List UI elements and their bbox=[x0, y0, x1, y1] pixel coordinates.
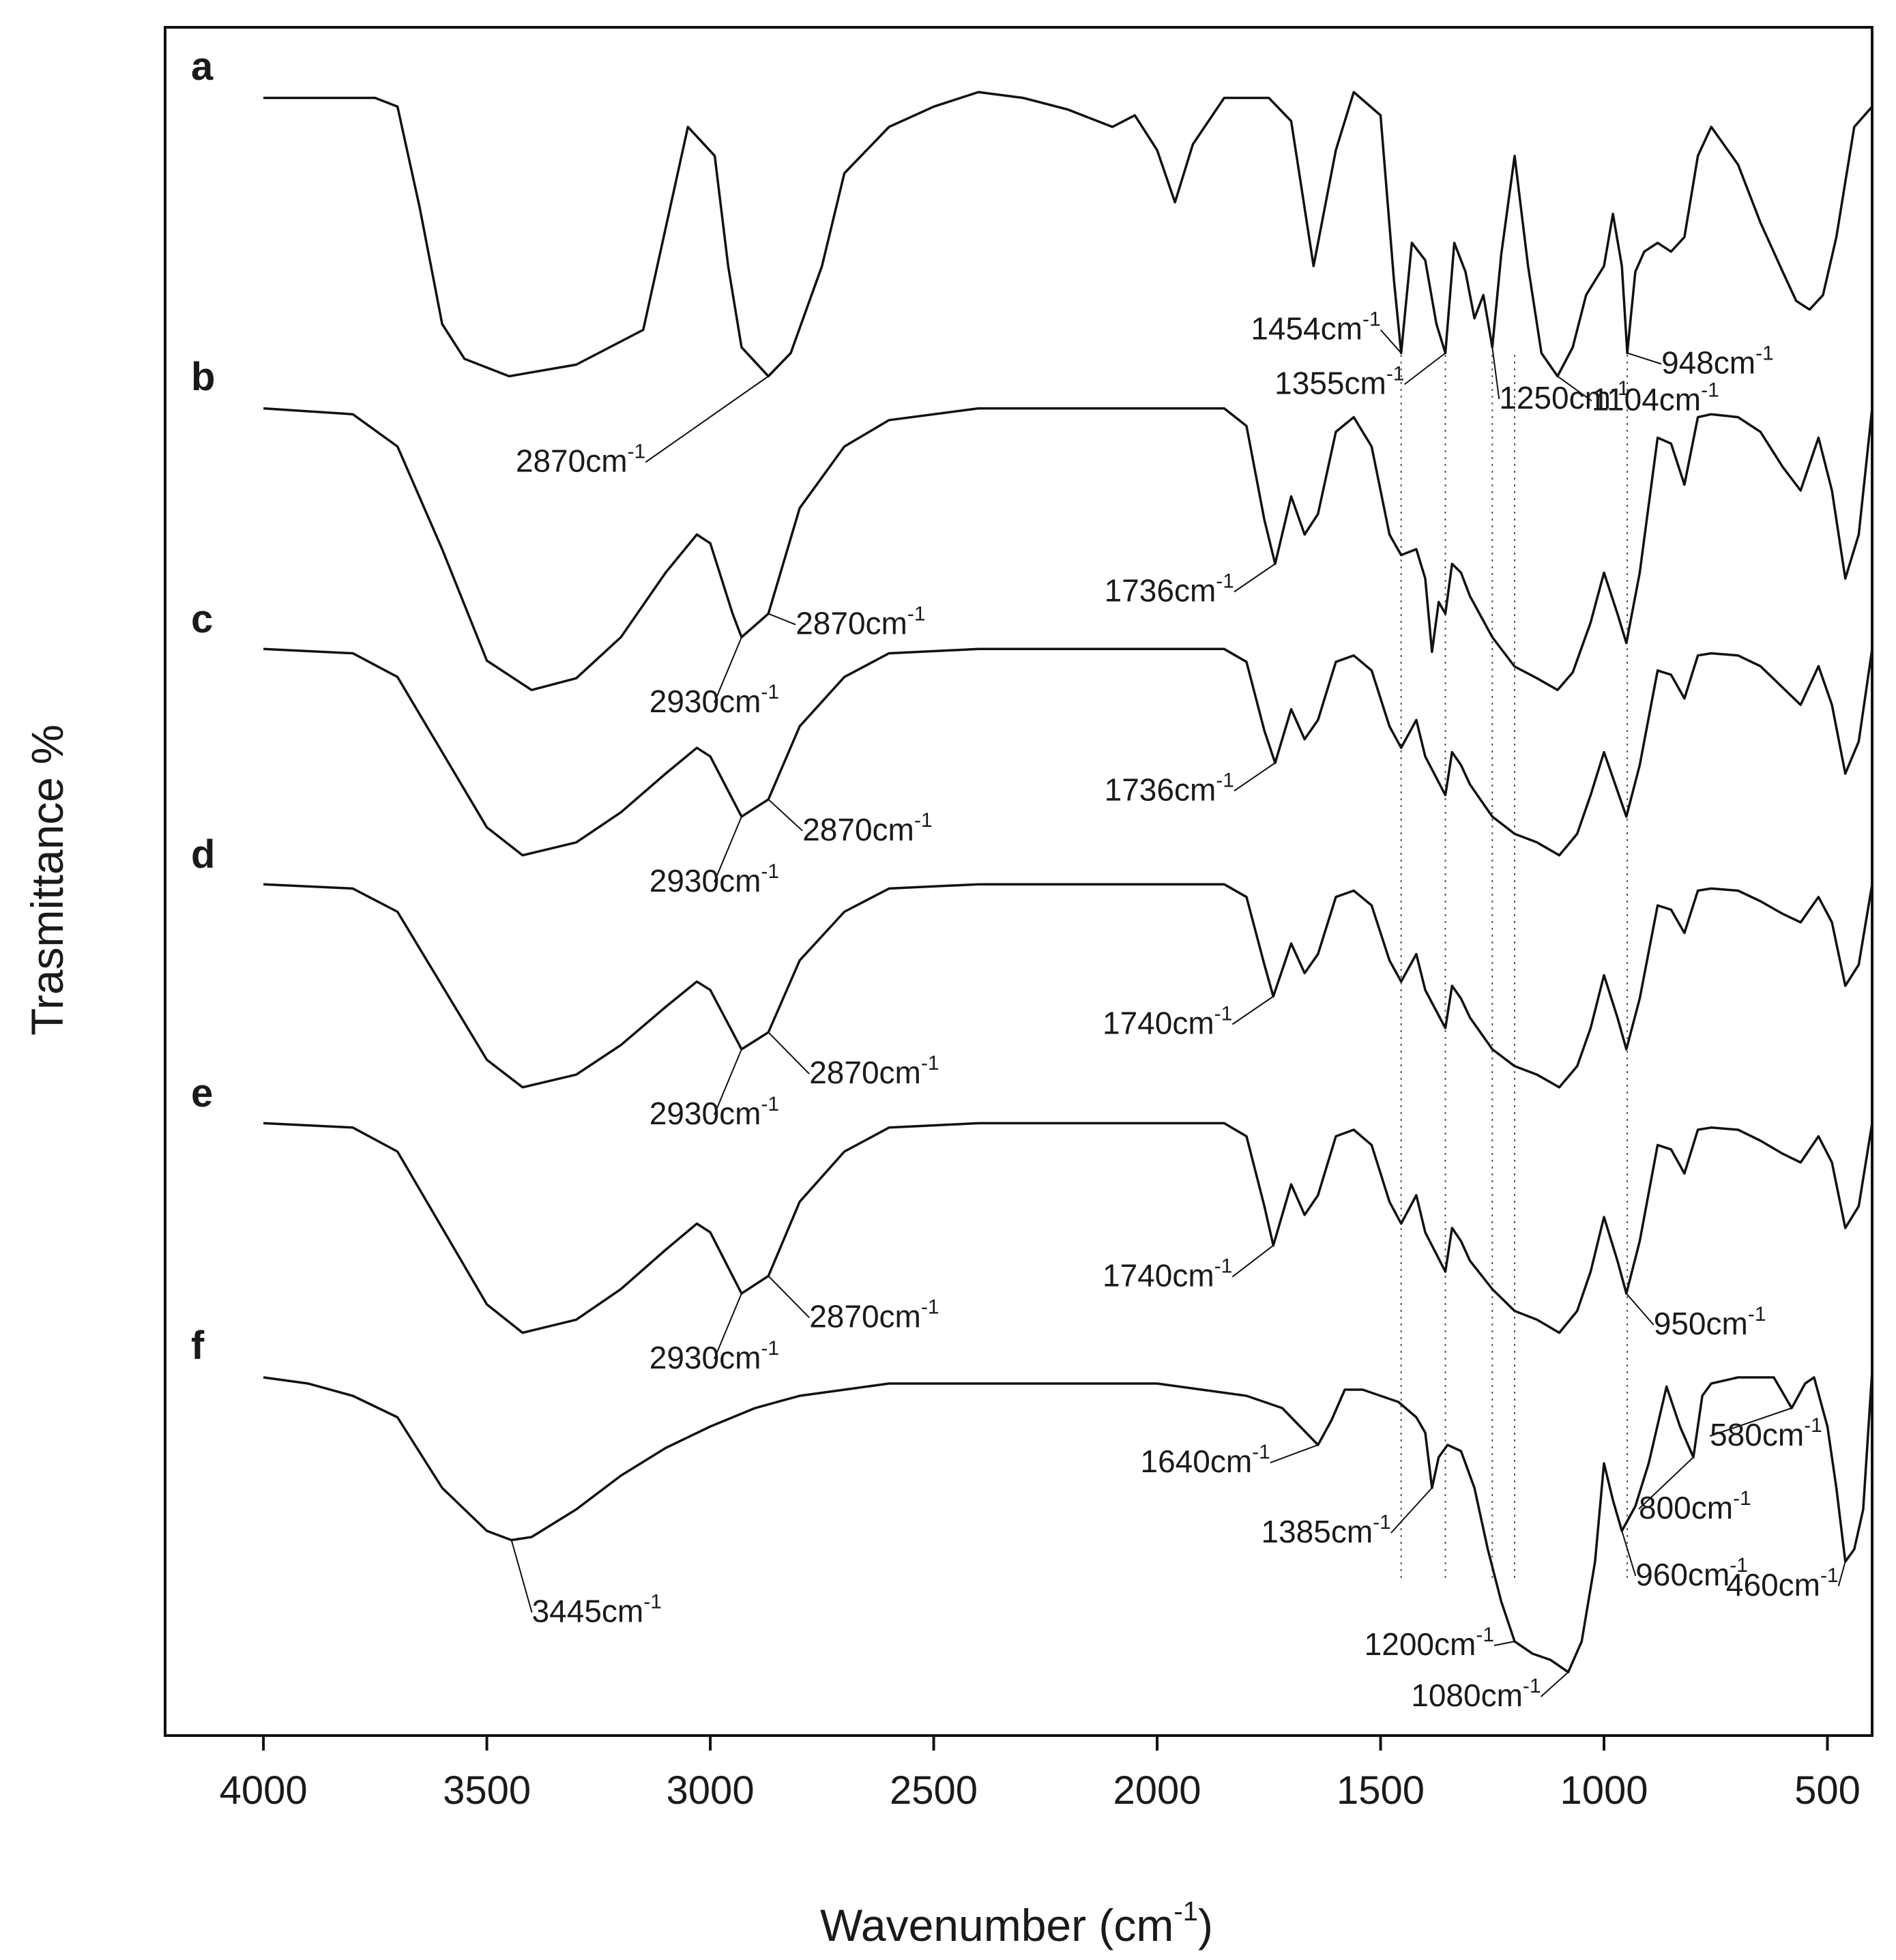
annotation-label: 3445cm-1 bbox=[532, 1591, 662, 1629]
annotation-label: 2930cm-1 bbox=[650, 1337, 779, 1375]
x-tick-label-3000: 3000 bbox=[667, 1768, 755, 1813]
annotation-leader bbox=[1709, 1407, 1792, 1437]
annotation-leader bbox=[1493, 1641, 1515, 1646]
annotation-label: 2870cm-1 bbox=[796, 603, 925, 641]
annotation-leader bbox=[1231, 995, 1274, 1025]
series-line-d bbox=[263, 883, 1873, 1089]
annotation-leader bbox=[1626, 1293, 1654, 1326]
x-tick-label-2000: 2000 bbox=[1113, 1768, 1201, 1813]
guide-lines bbox=[1400, 355, 1629, 1583]
annotation-leader bbox=[713, 637, 742, 703]
annotation-leader bbox=[1621, 1530, 1637, 1577]
x-axis-label-text: Wavenumber (cm bbox=[820, 1900, 1173, 1950]
annotation-label: 580cm-1 bbox=[1710, 1414, 1822, 1452]
series-label-b: b bbox=[191, 355, 215, 399]
annotation-leader bbox=[1234, 762, 1276, 792]
annotation-label: 2870cm-1 bbox=[802, 809, 932, 847]
annotation-leader bbox=[510, 1540, 533, 1613]
series-line-a bbox=[263, 91, 1873, 378]
series-label-c: c bbox=[191, 597, 213, 641]
series-line-c bbox=[263, 647, 1873, 857]
x-axis-label-close: ) bbox=[1198, 1900, 1213, 1950]
annotation-label: 948cm-1 bbox=[1661, 342, 1774, 381]
annotation-leader bbox=[1380, 329, 1402, 354]
annotation-label: 950cm-1 bbox=[1654, 1303, 1766, 1341]
annotation-leader bbox=[1390, 1487, 1433, 1534]
annotation-label: 2930cm-1 bbox=[650, 681, 779, 719]
series-line-e bbox=[263, 1122, 1873, 1334]
annotation-label: 1200cm-1 bbox=[1365, 1624, 1494, 1662]
annotation-label: 2930cm-1 bbox=[650, 1093, 779, 1131]
annotation-leader bbox=[768, 799, 803, 832]
x-tick-label-1000: 1000 bbox=[1560, 1768, 1648, 1813]
annotation-leader bbox=[1627, 352, 1662, 365]
annotation-label: 800cm-1 bbox=[1639, 1487, 1751, 1525]
annotation-label: 2930cm-1 bbox=[650, 860, 779, 898]
annotation-leader bbox=[1403, 352, 1446, 385]
annotation-leader bbox=[713, 1049, 742, 1115]
annotation-leader bbox=[713, 1293, 742, 1360]
series-label-e: e bbox=[191, 1071, 213, 1115]
series-line-f bbox=[263, 1371, 1873, 1673]
y-axis-label-text: Trasmittance % bbox=[22, 725, 72, 1036]
annotations: 2870cm-1 1454cm-1 1355cm-1 1250cm-11104cm-1… bbox=[510, 308, 1846, 1713]
annotation-label: 1736cm-1 bbox=[1105, 769, 1234, 807]
annotation-leader bbox=[768, 1032, 810, 1074]
series-line-b bbox=[263, 407, 1873, 692]
annotation-label: 460cm-1 bbox=[1726, 1564, 1839, 1603]
series-label-d: d bbox=[191, 832, 215, 877]
annotation-label: 1736cm-1 bbox=[1105, 570, 1234, 609]
series-label-a: a bbox=[191, 44, 214, 89]
annotation-leader bbox=[1231, 1244, 1274, 1278]
annotation-label: 960cm-1 bbox=[1635, 1554, 1748, 1592]
annotation-leader bbox=[768, 613, 796, 626]
annotation-label: 2870cm-1 bbox=[516, 441, 645, 479]
annotation-leader bbox=[1638, 1457, 1694, 1510]
x-axis-label-sup: -1 bbox=[1173, 1897, 1198, 1927]
x-axis-label: Wavenumber (cm-1) bbox=[820, 1897, 1213, 1950]
annotation-label: 2870cm-1 bbox=[809, 1052, 939, 1090]
annotation-label: 1250cm-1 bbox=[1499, 377, 1629, 415]
annotation-leader bbox=[1540, 1671, 1569, 1697]
x-tick-label-1500: 1500 bbox=[1337, 1768, 1425, 1813]
x-tick-label-4000: 4000 bbox=[220, 1768, 308, 1813]
x-tick-label-3500: 3500 bbox=[443, 1768, 531, 1813]
series-label-f: f bbox=[191, 1323, 205, 1368]
x-axis: 4000 3500 3000 2500 2000 1500 1000 500 bbox=[220, 1736, 1861, 1813]
annotation-label: 2870cm-1 bbox=[809, 1296, 939, 1334]
plot-frame bbox=[164, 26, 1873, 1737]
annotation-label: 1454cm-1 bbox=[1251, 308, 1380, 347]
annotation-label: 1740cm-1 bbox=[1103, 1255, 1232, 1293]
annotation-label: 1104cm-1 bbox=[1592, 379, 1719, 418]
x-tick-label-500: 500 bbox=[1794, 1768, 1861, 1813]
annotation-leader bbox=[1837, 1561, 1846, 1587]
y-axis-label: Trasmittance % bbox=[22, 725, 72, 1036]
annotation-label: 1640cm-1 bbox=[1140, 1441, 1270, 1479]
series-group: a b c d e f bbox=[191, 44, 1873, 1673]
annotation-label: 1385cm-1 bbox=[1261, 1511, 1391, 1549]
annotation-leader bbox=[713, 816, 742, 883]
annotation-label: 1740cm-1 bbox=[1103, 1003, 1232, 1041]
annotation-leader bbox=[1491, 347, 1500, 400]
annotation-leader bbox=[1270, 1444, 1319, 1463]
annotation-label: 1080cm-1 bbox=[1411, 1675, 1541, 1713]
x-tick-label-2500: 2500 bbox=[890, 1768, 978, 1813]
annotation-leader bbox=[1234, 563, 1276, 593]
annotation-leader bbox=[1557, 375, 1592, 402]
annotation-leader bbox=[645, 375, 769, 463]
annotation-leader bbox=[768, 1275, 810, 1319]
annotation-label: 1355cm-1 bbox=[1274, 363, 1404, 401]
